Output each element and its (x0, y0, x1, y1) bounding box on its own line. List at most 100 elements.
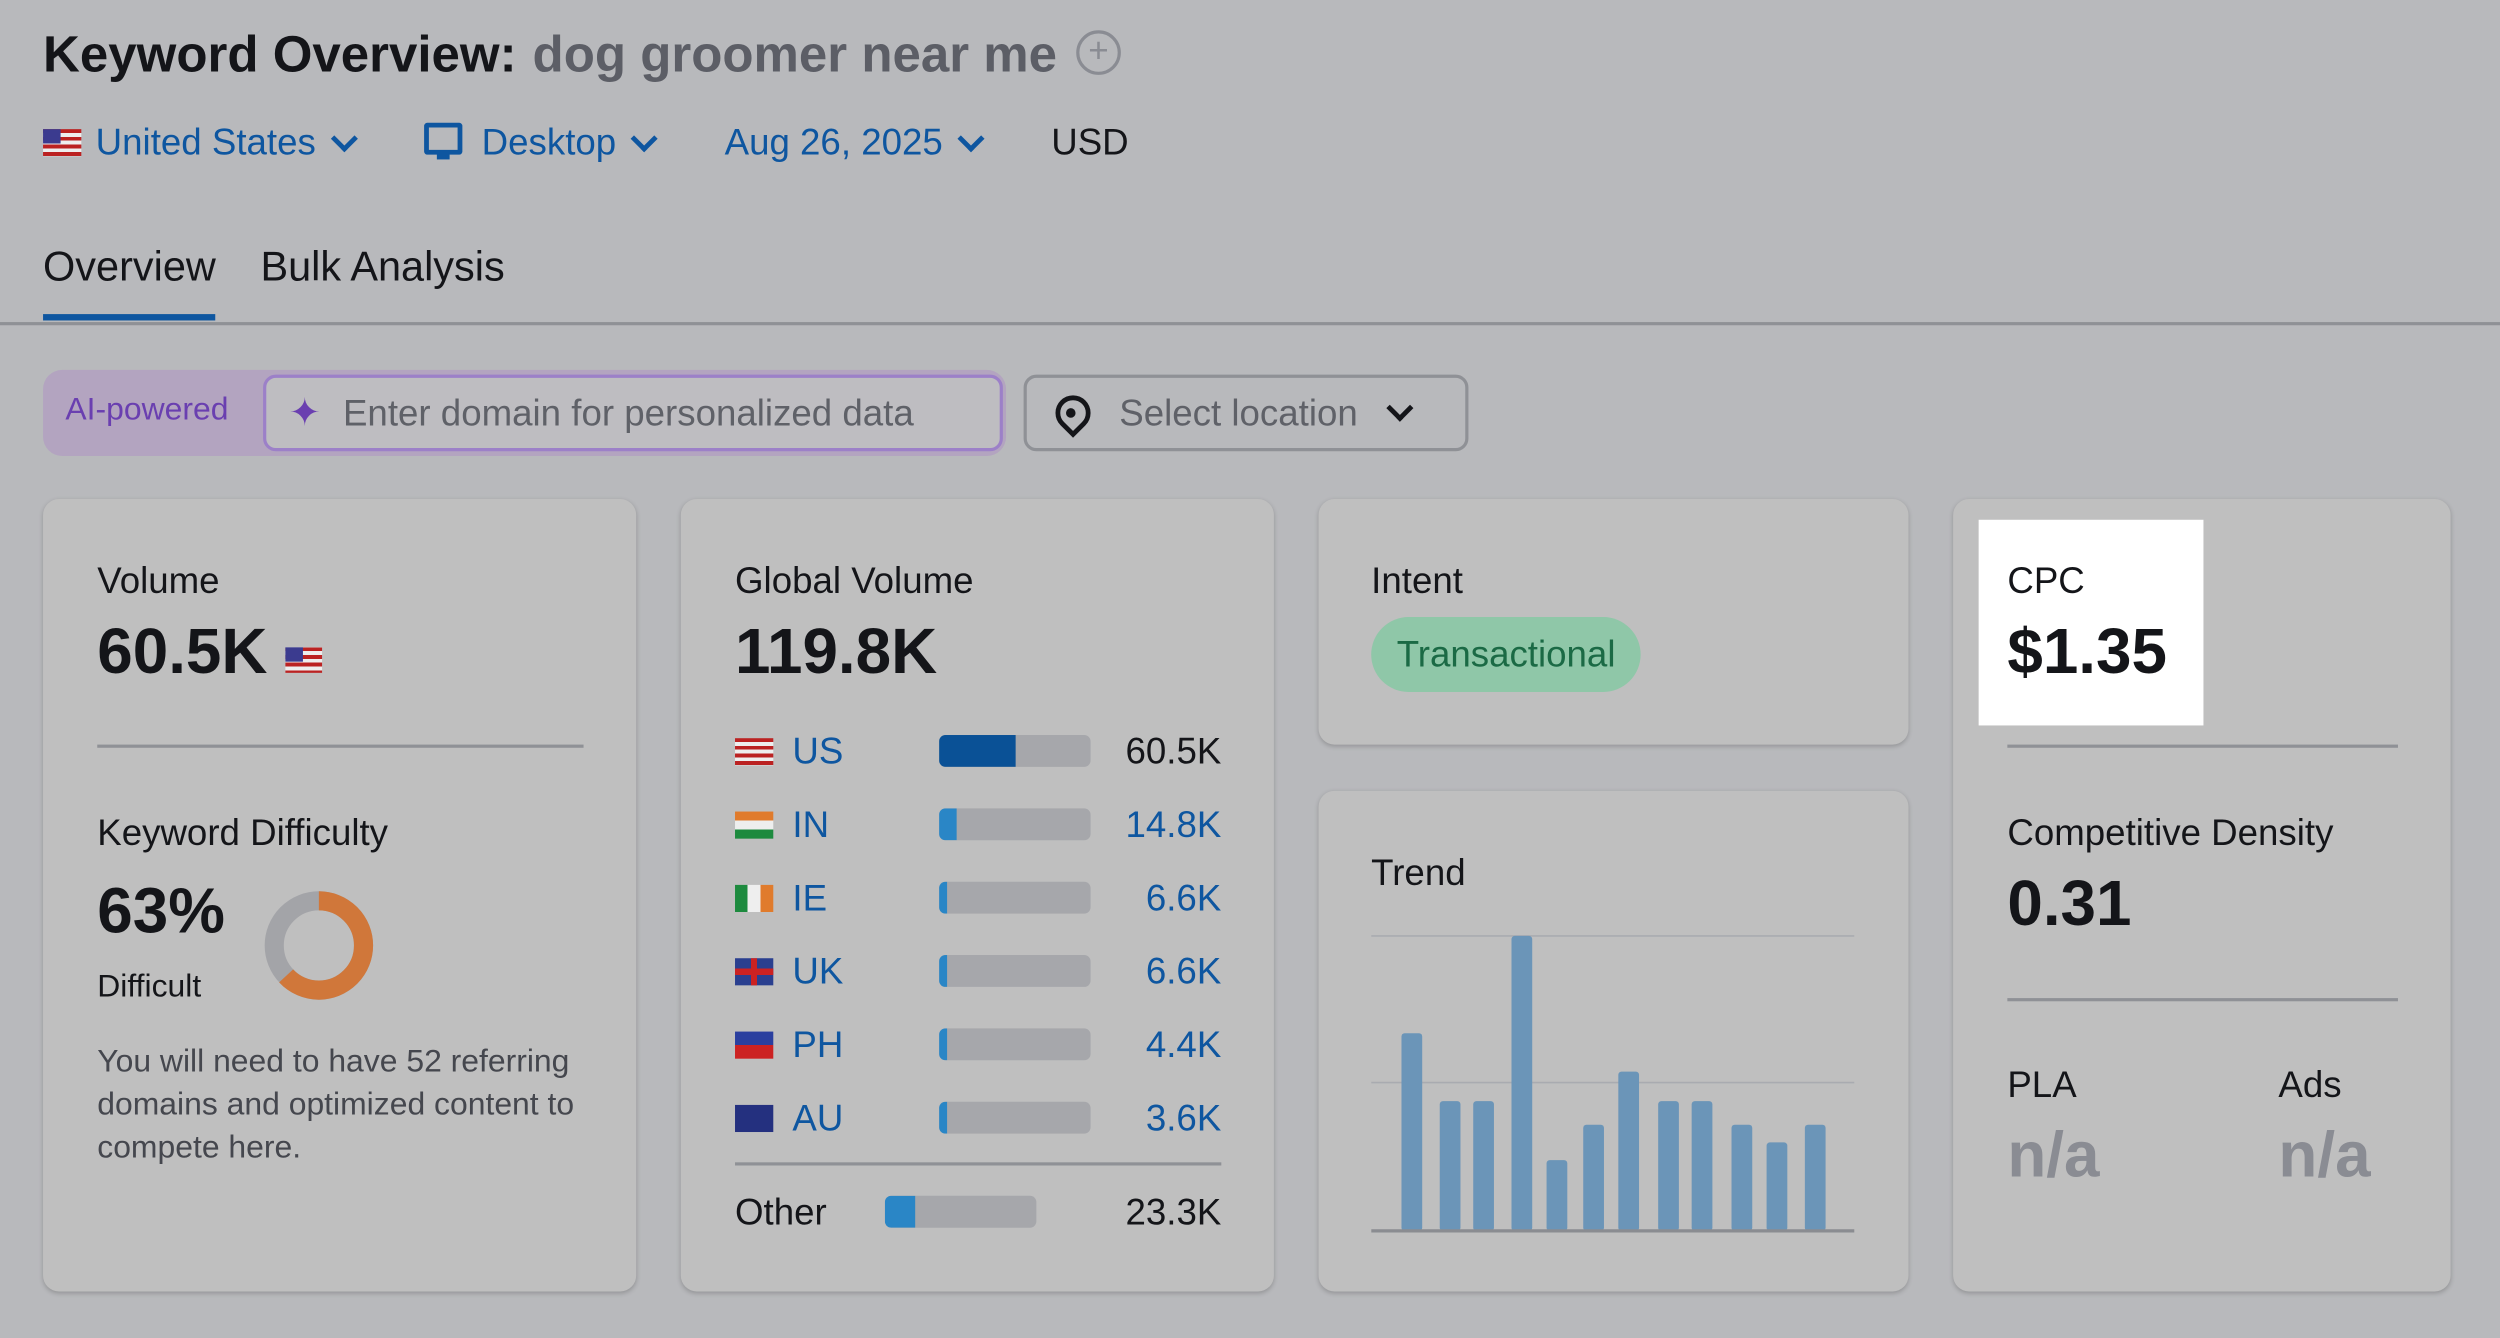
chevron-down-icon (631, 124, 659, 152)
trend-bar[interactable] (1439, 1101, 1461, 1231)
divider (97, 744, 584, 748)
cpc-label: CPC (2007, 559, 2085, 602)
trend-bar[interactable] (1583, 1124, 1604, 1231)
trend-bar[interactable] (1511, 935, 1533, 1231)
device-label: Desktop (481, 121, 617, 163)
au-flag-icon (735, 1104, 774, 1133)
tabs-divider (0, 322, 2500, 326)
cpc-value: $1.35 (2007, 617, 2167, 688)
share-bar (939, 955, 1091, 987)
country-row-uk[interactable]: UK 6.6K (735, 950, 1222, 992)
trend-label: Trend (1371, 851, 1466, 893)
tab-overview[interactable]: Overview (43, 242, 216, 321)
date-label: Aug 26, 2025 (724, 121, 943, 163)
country-code[interactable]: IN (792, 803, 830, 846)
location-pin-icon (1048, 388, 1098, 438)
currency-label: USD (1051, 121, 1129, 163)
volume-value: 60.5K (97, 617, 336, 689)
country-code[interactable]: PH (792, 1023, 844, 1066)
domain-input[interactable]: ✦ Enter domain for personalized data (263, 374, 1003, 452)
trend-bar[interactable] (1473, 1101, 1494, 1231)
plus-circle-icon[interactable]: + (1076, 30, 1121, 75)
chevron-down-icon (957, 124, 986, 152)
share-bar (939, 1101, 1091, 1134)
country-volume: 60.5K (1125, 730, 1222, 772)
other-label: Other (735, 1191, 827, 1233)
country-volume[interactable]: 14.8K (1125, 803, 1222, 846)
domain-input-placeholder: Enter domain for personalized data (342, 391, 914, 433)
competitive-density-value: 0.31 (2007, 868, 2132, 940)
volume-card: Volume 60.5K Keyword Difficulty 63% Diff… (43, 499, 637, 1292)
trend-bar[interactable] (1546, 1160, 1568, 1231)
global-volume-value: 119.8K (735, 617, 938, 688)
country-row-in[interactable]: IN 14.8K (735, 804, 1221, 845)
kd-level: Difficult (97, 969, 202, 1005)
country-volume[interactable]: 3.6K (1145, 1096, 1222, 1139)
kd-value: 63% (97, 876, 225, 948)
chevron-down-icon (331, 124, 359, 152)
share-bar (939, 735, 1091, 767)
trend-bar[interactable] (1658, 1101, 1679, 1231)
share-bar (939, 1028, 1091, 1061)
tabs: Overview Bulk Analysis (43, 242, 505, 321)
in-flag-icon (735, 811, 774, 839)
us-flag-icon (285, 647, 322, 673)
desktop-icon (424, 121, 463, 159)
country-volume[interactable]: 6.6K (1145, 876, 1222, 919)
country-code[interactable]: AU (792, 1096, 844, 1139)
location-placeholder: Select location (1119, 391, 1358, 433)
intent-card: Intent Transactional (1318, 499, 1909, 745)
ads-label: Ads (2278, 1063, 2342, 1105)
volume-number: 60.5K (97, 617, 268, 688)
ai-powered-badge: AI-powered (65, 392, 229, 428)
country-row-other: Other 23.3K (735, 1191, 1221, 1232)
kd-donut-chart (264, 891, 374, 1000)
kd-description: You will need to have 52 referring domai… (97, 1044, 575, 1166)
trend-bar[interactable] (1731, 1124, 1753, 1231)
trend-bar[interactable] (1691, 1101, 1713, 1231)
filters-bar: United States Desktop Aug 26, 2025 USD (43, 121, 1129, 164)
country-row-us[interactable]: US 60.5K (735, 730, 1222, 772)
trend-bar[interactable] (1766, 1142, 1788, 1231)
country-code[interactable]: US (792, 730, 844, 772)
global-volume-card: Global Volume 119.8K US 60.5K IN 14.8K I… (680, 499, 1274, 1292)
trend-bar[interactable] (1618, 1071, 1640, 1231)
country-code[interactable]: IE (792, 876, 828, 919)
country-row-ie[interactable]: IE 6.6K (735, 877, 1221, 918)
share-bar-fill (939, 808, 958, 841)
sparkle-icon: ✦ (288, 391, 321, 435)
device-dropdown[interactable]: Desktop (424, 121, 659, 164)
country-row-ph[interactable]: PH 4.4K (735, 1024, 1221, 1065)
cpc-highlight (1978, 519, 2204, 726)
kd-label: Keyword Difficulty (97, 811, 389, 854)
country-label: United States (95, 121, 316, 163)
trend-bar[interactable] (1401, 1033, 1423, 1231)
cpc-card: CPC $1.35 Competitive Density 0.31 PLA n… (1953, 499, 2451, 1292)
trend-card: Trend (1318, 790, 1909, 1292)
location-select[interactable]: Select location (1023, 374, 1469, 452)
share-bar (939, 881, 1091, 914)
country-volume[interactable]: 4.4K (1145, 1023, 1222, 1066)
trend-chart (1371, 935, 1855, 1233)
date-dropdown[interactable]: Aug 26, 2025 (724, 121, 986, 164)
divider (2007, 998, 2398, 1002)
share-bar-fill (939, 955, 947, 987)
intent-label: Intent (1371, 559, 1463, 602)
country-dropdown[interactable]: United States (43, 121, 359, 164)
volume-label: Volume (97, 559, 220, 602)
pla-label: PLA (2007, 1063, 2077, 1105)
global-volume-label: Global Volume (735, 559, 974, 602)
country-row-au[interactable]: AU 3.6K (735, 1097, 1221, 1138)
country-volume[interactable]: 6.6K (1145, 950, 1222, 992)
intent-badge: Transactional (1371, 617, 1641, 692)
ads-value: n/a (2278, 1120, 2371, 1192)
country-code[interactable]: UK (792, 950, 844, 992)
share-bar-fill (939, 881, 947, 914)
share-bar-fill (939, 1028, 947, 1061)
tab-bulk-analysis[interactable]: Bulk Analysis (260, 242, 505, 291)
title-label: Keyword Overview: (43, 25, 517, 83)
share-bar (884, 1195, 1037, 1228)
keyword-text: dog groomer near me (532, 25, 1058, 83)
trend-bar[interactable] (1804, 1124, 1826, 1231)
